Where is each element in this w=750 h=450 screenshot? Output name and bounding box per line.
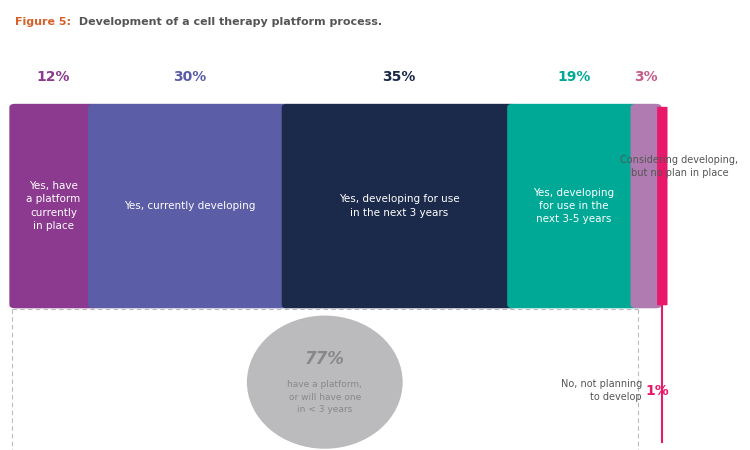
FancyBboxPatch shape — [9, 104, 98, 308]
FancyBboxPatch shape — [657, 107, 668, 305]
Text: Figure 5:: Figure 5: — [15, 17, 71, 27]
Text: Development of a cell therapy platform process.: Development of a cell therapy platform p… — [75, 17, 382, 27]
Text: No, not planning
to develop: No, not planning to develop — [561, 379, 642, 402]
Text: 12%: 12% — [37, 70, 70, 84]
Text: Yes, currently developing: Yes, currently developing — [124, 201, 256, 211]
Text: 30%: 30% — [173, 70, 206, 84]
FancyBboxPatch shape — [88, 104, 291, 308]
Text: 35%: 35% — [382, 70, 416, 84]
Text: Yes, have
a platform
currently
in place: Yes, have a platform currently in place — [26, 181, 81, 231]
FancyBboxPatch shape — [631, 104, 662, 308]
Text: Considering developing,
but no plan in place: Considering developing, but no plan in p… — [620, 155, 739, 178]
Text: 3%: 3% — [634, 70, 658, 84]
Text: have a platform,
or will have one
in < 3 years: have a platform, or will have one in < 3… — [287, 380, 362, 414]
Text: Yes, developing for use
in the next 3 years: Yes, developing for use in the next 3 ye… — [339, 194, 460, 218]
FancyBboxPatch shape — [507, 104, 640, 308]
Text: 77%: 77% — [304, 350, 345, 368]
Text: Yes, developing
for use in the
next 3-5 years: Yes, developing for use in the next 3-5 … — [533, 188, 614, 224]
Ellipse shape — [247, 315, 403, 449]
Text: 1%: 1% — [646, 384, 670, 398]
Text: 19%: 19% — [557, 70, 590, 84]
FancyBboxPatch shape — [282, 104, 517, 308]
